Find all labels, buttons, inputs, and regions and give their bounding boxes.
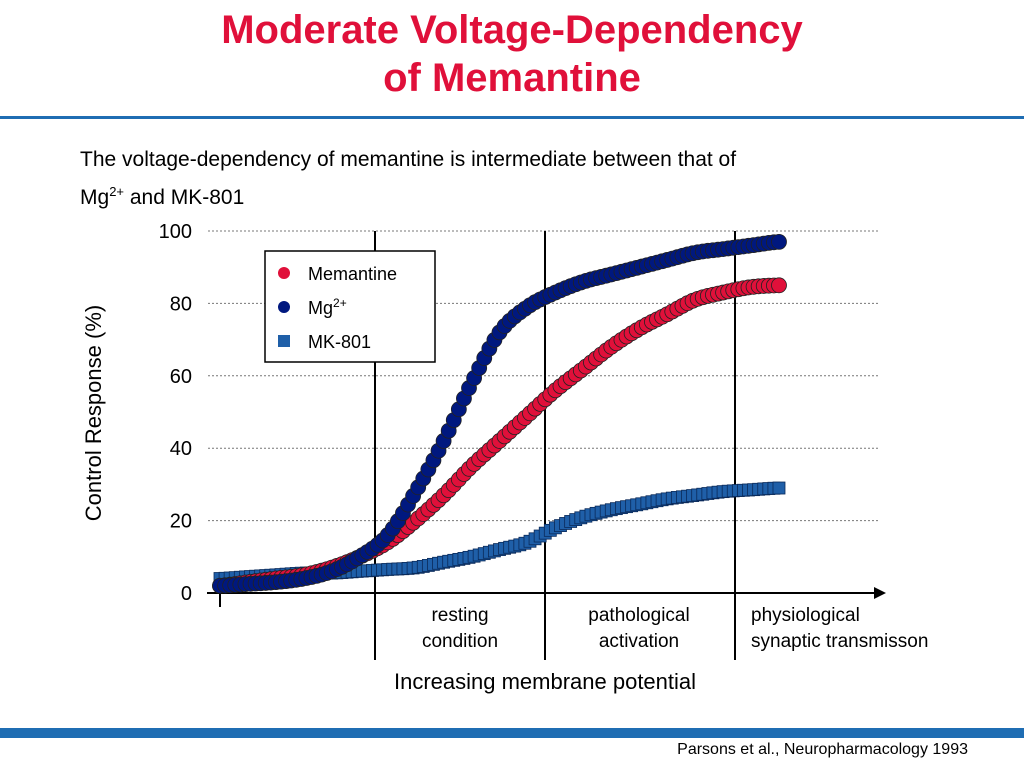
- series-mg2: [212, 233, 787, 594]
- legend-mg-text: Mg: [308, 298, 333, 318]
- legend-mk801-marker: [278, 335, 290, 347]
- legend: Memantine Mg2+ MK-801: [264, 250, 436, 363]
- legend-memantine-label: Memantine: [308, 264, 397, 284]
- subtitle-rest: and MK-801: [124, 186, 245, 209]
- axes: [207, 587, 886, 607]
- x-axis-arrow-icon: [874, 587, 886, 599]
- footer-bar: [0, 728, 1024, 738]
- data-point: [771, 233, 787, 250]
- citation: Parsons et al., Neuropharmacology 1993: [677, 741, 968, 758]
- region-pathological: pathological activation: [588, 603, 689, 655]
- y-tick-label: 40: [170, 438, 192, 460]
- y-tick-label: 80: [170, 293, 192, 315]
- data-point: [772, 481, 786, 495]
- data-series: [212, 233, 787, 594]
- legend-mg-label: Mg2+: [308, 296, 347, 318]
- subtitle-line-1: The voltage-dependency of memantine is i…: [80, 148, 737, 171]
- region-resting-line-1: resting: [431, 605, 489, 626]
- data-point: [771, 277, 787, 294]
- legend-memantine-marker: [278, 267, 290, 279]
- slide-title: Moderate Voltage-Dependency of Memantine: [0, 6, 1024, 102]
- x-axis-label: Increasing membrane potential: [393, 669, 697, 694]
- legend-mk801-label: MK-801: [308, 332, 371, 352]
- title-line-1: Moderate Voltage-Dependency: [221, 8, 803, 52]
- region-resting: resting condition: [422, 603, 498, 655]
- y-axis-label: Control Response (%): [81, 304, 106, 522]
- region-physiological-line-1: physiological: [751, 605, 860, 626]
- legend-box: [264, 250, 436, 363]
- legend-mg-sup: 2+: [333, 296, 347, 310]
- subtitle: The voltage-dependency of memantine is i…: [80, 144, 736, 214]
- y-tick-label: 100: [159, 221, 192, 243]
- y-tick-labels: 0 20 40 60 80 100: [159, 221, 192, 605]
- subtitle-mg-sup: 2+: [109, 184, 125, 199]
- y-tick-label: 0: [181, 583, 192, 605]
- subtitle-line-2: Mg2+ and MK-801: [80, 176, 736, 214]
- legend-mg-marker: [278, 301, 290, 313]
- region-physiological: physiological synaptic transmisson: [751, 603, 928, 655]
- title-divider: [0, 116, 1024, 119]
- region-physiological-line-2: synaptic transmisson: [751, 631, 929, 652]
- subtitle-mg: Mg: [80, 186, 110, 209]
- title-line-2: of Memantine: [383, 56, 641, 100]
- region-pathological-line-1: pathological: [588, 605, 690, 626]
- y-tick-label: 20: [170, 511, 192, 533]
- region-resting-line-2: condition: [421, 631, 499, 652]
- y-tick-label: 60: [170, 366, 192, 388]
- region-pathological-line-2: activation: [598, 631, 680, 652]
